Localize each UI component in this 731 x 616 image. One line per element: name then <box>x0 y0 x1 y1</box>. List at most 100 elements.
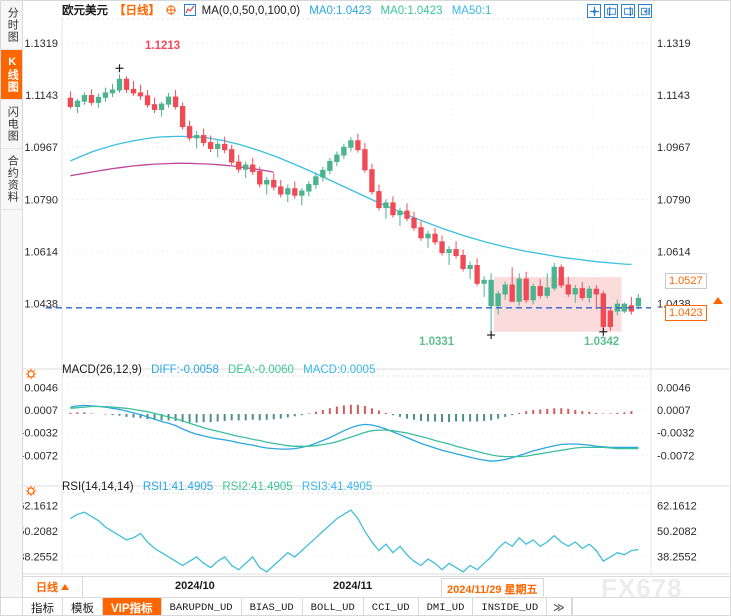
toolbar-fill <box>571 598 730 615</box>
indicator-settings-icon[interactable] <box>184 4 197 16</box>
price-axis-tick-left: 1.0438 <box>24 298 58 310</box>
period-selector-button[interactable]: 日线 <box>23 577 83 597</box>
left-sidebar: 分时图 K线图 闪电图 合约资料 <box>1 1 23 597</box>
candle-body <box>530 286 536 301</box>
sidebar-item-lightning-chart[interactable]: 闪电图 <box>1 100 22 149</box>
candle-body <box>544 287 550 296</box>
sidebar-item-time-chart[interactable]: 分时图 <box>1 1 22 50</box>
candle-body <box>509 284 515 302</box>
price-axis-tick-left: 1.0614 <box>24 246 58 258</box>
candle-body <box>236 161 242 170</box>
candle-body <box>278 186 284 195</box>
ma-indicator-label: MA(0,0,50,0,100,0) <box>201 5 301 17</box>
chart-canvas[interactable]: 1.1319 1.1319 1.1143 1.1143 1.0967 1.0967 1.07… <box>23 1 731 597</box>
candle-body <box>446 249 452 254</box>
period-selector-label: 日线 <box>36 582 58 594</box>
bottom-tab-barupdn-ud[interactable]: BARUPDN_UD <box>162 598 242 615</box>
macd-legend: MACD(26,12,9) DIFF:-0.0058 DEA:-0.0060 M… <box>62 363 375 377</box>
rsi-settings-gear-icon[interactable] <box>25 485 37 497</box>
bottom-tab-label: BOLL_UD <box>310 601 355 614</box>
candle-body <box>299 190 305 196</box>
align-right-icon[interactable] <box>621 4 635 18</box>
macd-diff-value: DIFF:-0.0058 <box>151 364 219 376</box>
macd-macd-value: MACD:0.0005 <box>303 364 376 376</box>
candle-body <box>376 191 382 209</box>
bottom-tab-more-indicators[interactable]: ≫ <box>547 598 572 615</box>
bottom-tab-cci-ud[interactable]: CCI_UD <box>364 598 419 615</box>
bottom-tab-vip-indicator[interactable]: VIP指标 <box>103 598 162 615</box>
rsi-indicator-label: RSI(14,14,14) <box>62 481 134 493</box>
candle-body <box>74 100 81 108</box>
bottom-tab-template[interactable]: 模板 <box>63 598 103 615</box>
candle-body <box>193 134 200 139</box>
candle-body <box>453 249 459 256</box>
last-price-badge: 1.0423 <box>665 305 707 321</box>
chart-area[interactable]: 1.1319 1.1319 1.1143 1.1143 1.0967 1.0967 1.07… <box>23 1 731 597</box>
macd-axis-tick-left: 0.0007 <box>24 405 58 417</box>
crosshair-move-icon[interactable] <box>587 4 601 18</box>
bottom-tab-dmi-ud[interactable]: DMI_UD <box>419 598 474 615</box>
swing-high-label: 1.1213 <box>145 40 181 52</box>
candle-body <box>229 149 235 163</box>
candle-body <box>200 134 207 144</box>
candle-body <box>502 284 508 295</box>
candle-body <box>593 288 599 295</box>
candle-body <box>334 154 340 162</box>
price-axis-tick-right: 1.0614 <box>657 246 691 258</box>
bottom-tab-label: DMI_UD <box>426 601 465 614</box>
candle-body <box>565 284 571 295</box>
rsi1-line <box>70 509 639 573</box>
candle-body <box>292 188 298 196</box>
macd-axis-tick-left: 0.0046 <box>24 383 58 395</box>
candle-body <box>600 293 606 327</box>
rsi-axis-tick-right: 38.2552 <box>657 551 697 563</box>
bottom-tab-label: 指标 <box>31 602 54 615</box>
candle-body <box>621 303 628 312</box>
align-left-icon[interactable] <box>604 4 618 18</box>
sidebar-item-kline-chart[interactable]: K线图 <box>1 50 22 100</box>
sidebar-item-contract-info[interactable]: 合约资料 <box>1 149 22 210</box>
price-axis-tick-right: 1.0967 <box>657 142 691 154</box>
price-axis-tick-right: 1.0790 <box>657 194 691 206</box>
price-axis-tick-right: 1.1319 <box>657 38 691 50</box>
price-axis-tick-left: 1.0790 <box>24 194 58 206</box>
candle-body <box>579 288 585 298</box>
triangle-up-icon <box>61 584 69 590</box>
candle-body <box>88 95 95 103</box>
candle-body <box>488 279 494 307</box>
bottom-tab-inside-ud[interactable]: INSIDE_UD <box>473 598 548 615</box>
rsi-axis-tick-right: 50.2082 <box>657 526 697 538</box>
date-tick-label: 2024/11 <box>333 580 373 592</box>
candle-body <box>404 210 410 219</box>
candle-body <box>432 233 438 243</box>
jump-latest-icon[interactable] <box>638 4 652 18</box>
bottom-tab-bias-ud[interactable]: BIAS_UD <box>242 598 303 615</box>
candle-body <box>516 278 522 302</box>
candle-body <box>250 164 256 173</box>
crosshair-target-icon[interactable] <box>165 4 177 16</box>
candle-body <box>306 184 312 192</box>
candle-body <box>102 92 109 98</box>
swing-low-left-label: 1.0331 <box>419 336 455 348</box>
candle-body <box>165 96 172 105</box>
candle-body <box>222 143 228 151</box>
macd-axis-tick-right: -0.0072 <box>657 450 694 462</box>
candle-body <box>481 279 487 284</box>
candle-body <box>586 288 592 298</box>
rsi-axis-tick-right: 62.1612 <box>657 500 697 512</box>
candle-body <box>151 104 158 110</box>
sidebar-item-label: 分时图 <box>6 7 19 43</box>
price-axis-tick-left: 1.1319 <box>24 38 58 50</box>
sidebar-item-label: K线图 <box>6 56 19 93</box>
bottom-tab-boll-ud[interactable]: BOLL_UD <box>303 598 364 615</box>
consolidation-highlight-box <box>493 277 622 332</box>
candle-body <box>207 142 214 149</box>
candle-body <box>95 96 102 103</box>
macd-settings-gear-icon[interactable] <box>25 368 37 380</box>
bottom-tab-indicator[interactable]: 指标 <box>23 598 63 615</box>
candle-body <box>523 278 529 301</box>
rsi1-value: RSI1:41.4905 <box>142 481 214 493</box>
candle-body <box>425 233 431 239</box>
price-axis-tick-left: 1.0967 <box>24 142 58 154</box>
rsi3-value: RSI3:41.4905 <box>301 481 373 493</box>
